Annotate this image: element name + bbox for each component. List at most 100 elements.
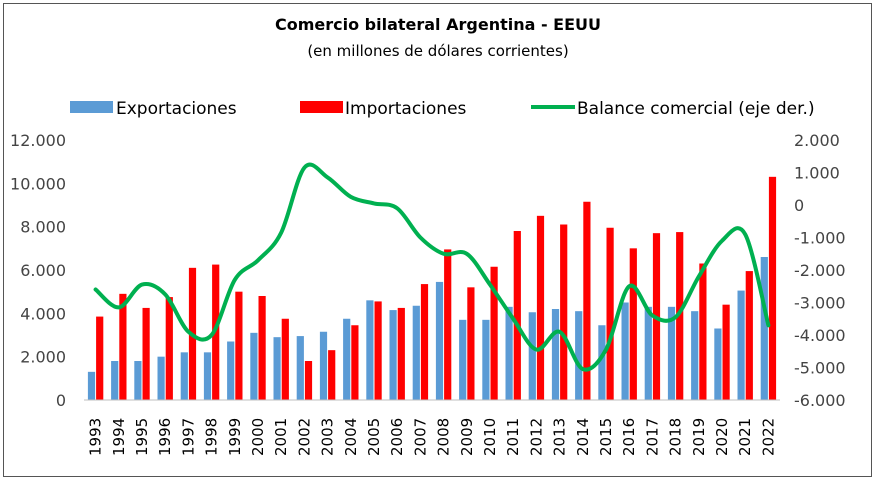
x-tick-label: 1996: [156, 418, 174, 456]
x-tick-label: 2003: [319, 418, 337, 456]
y-left-tick-label: 10.000: [10, 174, 66, 193]
bar-exportaciones: [459, 319, 467, 400]
x-tick-label: 2009: [458, 418, 476, 456]
bar-importaciones: [444, 249, 452, 400]
y-right-tick-label: -6.000: [794, 391, 846, 410]
bar-exportaciones: [598, 325, 606, 400]
y-right-tick-label: 0: [794, 196, 804, 215]
x-tick-label: 2019: [690, 418, 708, 456]
y-right-tick-label: 1.000: [794, 164, 840, 183]
y-left-tick-label: 12.000: [10, 131, 66, 150]
bars: [87, 176, 777, 400]
bar-exportaciones: [273, 337, 281, 400]
bar-importaciones: [304, 361, 313, 400]
bar-importaciones: [606, 227, 614, 400]
balance-line-layer: [93, 162, 771, 372]
y-right-tick-label: -2.000: [794, 261, 846, 280]
bar-importaciones: [351, 325, 359, 400]
x-tick-label: 2021: [736, 418, 754, 456]
bar-exportaciones: [482, 319, 490, 400]
y-left-tick-label: 6.000: [20, 261, 66, 280]
bar-exportaciones: [134, 361, 142, 400]
bar-importaciones: [699, 263, 707, 400]
bar-importaciones: [560, 224, 568, 400]
x-axis: 1993 1994 1995 1996 1997 1998 1999 2000 2001 2002…: [87, 418, 778, 456]
x-tick-label: 2016: [620, 418, 638, 456]
bar-exportaciones: [760, 257, 768, 400]
y-right-tick-label: -3.000: [794, 294, 846, 313]
bar-exportaciones: [644, 306, 652, 400]
x-tick-label: 1999: [226, 418, 244, 456]
chart-subtitle: (en millones de dólares corrientes): [307, 42, 568, 60]
bar-exportaciones: [575, 311, 583, 400]
bar-exportaciones: [366, 300, 374, 400]
x-tick-label: 2014: [574, 418, 592, 456]
x-tick-label: 2020: [713, 418, 731, 456]
y-left-tick-label: 8.000: [20, 218, 66, 237]
bar-importaciones: [629, 248, 637, 400]
x-tick-label: 2001: [272, 418, 290, 456]
bar-exportaciones: [157, 356, 165, 400]
bar-importaciones: [768, 176, 777, 400]
bar-exportaciones: [319, 331, 328, 400]
chart-svg: Comercio bilateral Argentina - EEUU (en …: [10, 15, 846, 456]
x-tick-label: 2022: [759, 418, 777, 456]
bar-exportaciones: [296, 336, 304, 400]
bar-importaciones: [397, 307, 405, 400]
bar-importaciones: [467, 287, 475, 400]
bar-importaciones: [374, 301, 382, 400]
chart-frame: Comercio bilateral Argentina - EEUU (en …: [3, 3, 872, 477]
bar-exportaciones: [343, 318, 351, 400]
y-right-tick-label: -5.000: [794, 359, 846, 378]
bar-exportaciones: [667, 306, 676, 400]
bar-exportaciones: [389, 310, 397, 400]
bar-importaciones: [676, 232, 684, 400]
chart-title: Comercio bilateral Argentina - EEUU: [275, 15, 601, 34]
x-tick-label: 2012: [527, 418, 545, 456]
bar-exportaciones: [180, 352, 188, 400]
bar-importaciones: [490, 266, 498, 400]
legend: Exportaciones Importaciones Balance come…: [70, 99, 815, 119]
bar-importaciones: [165, 297, 173, 400]
bar-exportaciones: [714, 328, 722, 400]
x-tick-label: 2011: [504, 418, 522, 456]
x-tick-label: 2017: [643, 418, 661, 456]
legend-label-balance: Balance comercial (eje der.): [577, 99, 815, 119]
x-tick-label: 2015: [597, 418, 615, 456]
x-tick-label: 1997: [179, 418, 197, 456]
x-tick-label: 1995: [133, 418, 151, 456]
left-axis: 0 2.000 4.000 6.000 8.000 10.000 12.000: [10, 131, 66, 410]
x-tick-label: 2005: [365, 418, 383, 456]
bar-importaciones: [119, 293, 127, 400]
x-tick-label: 2000: [249, 418, 267, 456]
bar-exportaciones: [87, 371, 96, 400]
bar-importaciones: [281, 318, 289, 400]
bar-exportaciones: [737, 290, 745, 400]
y-right-tick-label: 2.000: [794, 131, 840, 150]
bar-exportaciones: [528, 312, 536, 400]
y-left-tick-label: 2.000: [20, 348, 66, 367]
bar-importaciones: [513, 231, 521, 400]
bar-exportaciones: [250, 332, 258, 400]
bar-exportaciones: [111, 361, 119, 400]
bar-exportaciones: [412, 305, 420, 400]
x-tick-label: 2002: [295, 418, 313, 456]
bar-importaciones: [96, 316, 104, 400]
y-left-tick-label: 0: [56, 391, 66, 410]
x-tick-label: 2007: [411, 418, 429, 456]
legend-label-exportaciones: Exportaciones: [116, 99, 237, 119]
x-tick-label: 2010: [481, 418, 499, 456]
bar-exportaciones: [435, 281, 444, 400]
y-left-tick-label: 4.000: [20, 304, 66, 323]
legend-swatch-importaciones: [300, 101, 343, 113]
bar-importaciones: [583, 201, 591, 400]
x-tick-label: 2018: [667, 418, 685, 456]
bar-importaciones: [142, 307, 150, 400]
y-right-tick-label: -4.000: [794, 326, 846, 345]
bar-exportaciones: [551, 309, 560, 400]
legend-label-importaciones: Importaciones: [345, 99, 467, 119]
x-tick-label: 2013: [551, 418, 569, 456]
right-axis: -6.000 -5.000 -4.000 -3.000 -2.000 -1.000 0 1.0…: [794, 131, 846, 410]
bar-importaciones: [536, 215, 545, 400]
x-tick-label: 1998: [203, 418, 221, 456]
